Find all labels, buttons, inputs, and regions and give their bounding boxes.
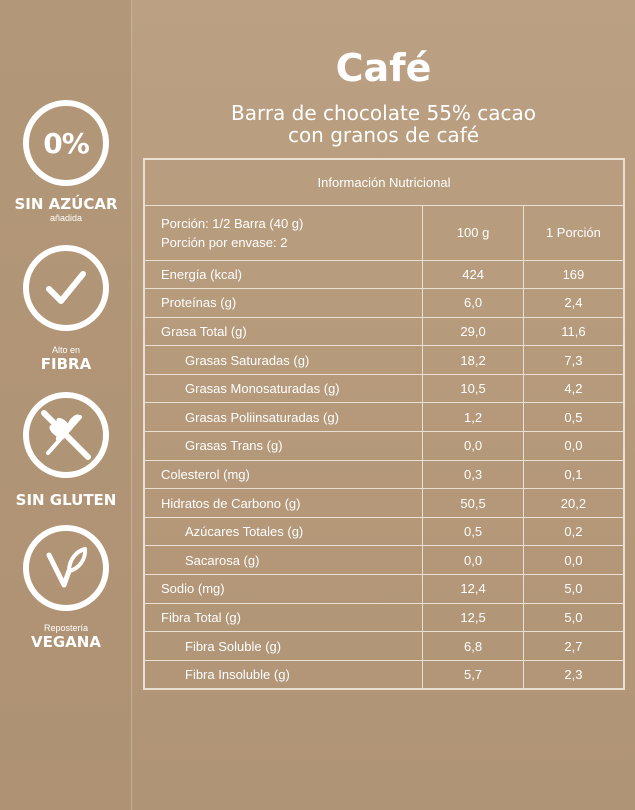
table-row: Proteínas (g) 6,0 2,4: [143, 288, 625, 318]
value-portion: 7,3: [522, 345, 625, 375]
nutrient-label: Energía (kcal): [143, 259, 424, 290]
badge-sin-azucar: 0% SIN AZÚCAR añadida: [0, 100, 132, 224]
portion-info: Porción: 1/2 Barra (40 g) Porción por en…: [143, 204, 424, 261]
badge-main-label: FIBRA: [40, 355, 92, 373]
table-row: Sacarosa (g) 0,0 0,0: [143, 545, 625, 576]
badge-sidebar: 0% SIN AZÚCAR añadida Alto en FIBRA: [0, 0, 132, 810]
value-100g: 50,5: [422, 488, 524, 518]
value-100g: 0,3: [422, 459, 524, 490]
value-portion: 0,0: [522, 545, 625, 576]
value-100g: 6,0: [422, 288, 524, 318]
table-row: Fibra Total (g) 12,5 5,0: [143, 602, 625, 633]
nutrient-label: Fibra Insoluble (g): [143, 659, 424, 690]
nutrition-table: Información Nutricional Porción: 1/2 Bar…: [143, 158, 625, 690]
value-100g: 424: [422, 259, 524, 290]
nutrient-label: Grasas Saturadas (g): [143, 345, 424, 375]
badge-main-label: SIN GLUTEN: [15, 491, 117, 509]
nutrient-label: Grasas Trans (g): [143, 431, 424, 461]
value-100g: 0,5: [422, 516, 524, 547]
table-row: Fibra Soluble (g) 6,8 2,7: [143, 631, 625, 661]
badge-fibra: Alto en FIBRA: [0, 245, 132, 373]
badge-small-label: Repostería: [43, 623, 89, 633]
value-100g: 1,2: [422, 402, 524, 433]
nutrient-label: Fibra Soluble (g): [143, 631, 424, 661]
badge-small-label: Alto en: [51, 345, 81, 355]
value-portion: 0,2: [522, 516, 625, 547]
value-portion: 169: [522, 259, 625, 290]
checkmark-circle-icon: [23, 245, 109, 331]
table-row: Grasas Monosaturadas (g) 10,5 4,2: [143, 373, 625, 404]
value-100g: 5,7: [422, 659, 524, 690]
nutrient-label: Hidratos de Carbono (g): [143, 488, 424, 518]
nutrient-label: Fibra Total (g): [143, 602, 424, 633]
value-100g: 29,0: [422, 316, 524, 347]
value-100g: 18,2: [422, 345, 524, 375]
value-100g: 12,4: [422, 574, 524, 604]
value-portion: 2,4: [522, 288, 625, 318]
table-row: Energía (kcal) 424 169: [143, 259, 625, 290]
table-header: Información Nutricional: [143, 158, 625, 206]
value-100g: 6,8: [422, 631, 524, 661]
value-portion: 0,0: [522, 431, 625, 461]
table-row: Sodio (mg) 12,4 5,0: [143, 574, 625, 604]
portions-per-pack: Porción por envase: 2: [161, 234, 288, 250]
nutrient-label: Colesterol (mg): [143, 459, 424, 490]
product-subtitle: Barra de chocolate 55% cacao con granos …: [132, 102, 635, 146]
value-100g: 10,5: [422, 373, 524, 404]
badge-small-label: añadida: [49, 213, 83, 223]
value-100g: 12,5: [422, 602, 524, 633]
nutrient-label: Azúcares Totales (g): [143, 516, 424, 547]
nutrient-label: Sacarosa (g): [143, 545, 424, 576]
value-portion: 4,2: [522, 373, 625, 404]
subtitle-line-1: Barra de chocolate 55% cacao: [230, 101, 537, 125]
badge-main-label: VEGANA: [31, 633, 101, 651]
vegan-leaf-icon: [23, 525, 109, 611]
nutrient-label: Proteínas (g): [143, 288, 424, 318]
table-row: Azúcares Totales (g) 0,5 0,2: [143, 516, 625, 547]
portion-size: Porción: 1/2 Barra (40 g): [161, 215, 304, 231]
portion-row: Porción: 1/2 Barra (40 g) Porción por en…: [143, 204, 625, 261]
subtitle-line-2: con granos de café: [287, 123, 480, 147]
value-portion: 20,2: [522, 488, 625, 518]
no-wheat-icon: [23, 392, 109, 478]
value-100g: 0,0: [422, 431, 524, 461]
percent-circle-icon: 0%: [23, 100, 109, 186]
value-portion: 11,6: [522, 316, 625, 347]
nutrient-label: Grasas Poliinsaturadas (g): [143, 402, 424, 433]
nutrient-label: Grasas Monosaturadas (g): [143, 373, 424, 404]
product-title: Café: [335, 46, 432, 90]
value-portion: 2,3: [522, 659, 625, 690]
badge-vegana: Repostería VEGANA: [0, 525, 132, 651]
badge-main-label: SIN AZÚCAR: [14, 195, 118, 213]
value-portion: 0,1: [522, 459, 625, 490]
badge-percent: 0%: [43, 126, 90, 160]
value-portion: 2,7: [522, 631, 625, 661]
table-row: Fibra Insoluble (g) 5,7 2,3: [143, 659, 625, 690]
value-100g: 0,0: [422, 545, 524, 576]
value-portion: 5,0: [522, 602, 625, 633]
table-row: Hidratos de Carbono (g) 50,5 20,2: [143, 488, 625, 518]
table-row: Grasas Saturadas (g) 18,2 7,3: [143, 345, 625, 375]
table-row: Grasa Total (g) 29,0 11,6: [143, 316, 625, 347]
column-header-portion: 1 Porción: [522, 204, 625, 261]
value-portion: 0,5: [522, 402, 625, 433]
table-row: Grasas Poliinsaturadas (g) 1,2 0,5: [143, 402, 625, 433]
badge-sin-gluten: SIN GLUTEN: [0, 392, 132, 509]
table-row: Grasas Trans (g) 0,0 0,0: [143, 431, 625, 461]
value-portion: 5,0: [522, 574, 625, 604]
nutrient-label: Grasa Total (g): [143, 316, 424, 347]
table-row: Colesterol (mg) 0,3 0,1: [143, 459, 625, 490]
column-header-100g: 100 g: [422, 204, 524, 261]
nutrient-label: Sodio (mg): [143, 574, 424, 604]
